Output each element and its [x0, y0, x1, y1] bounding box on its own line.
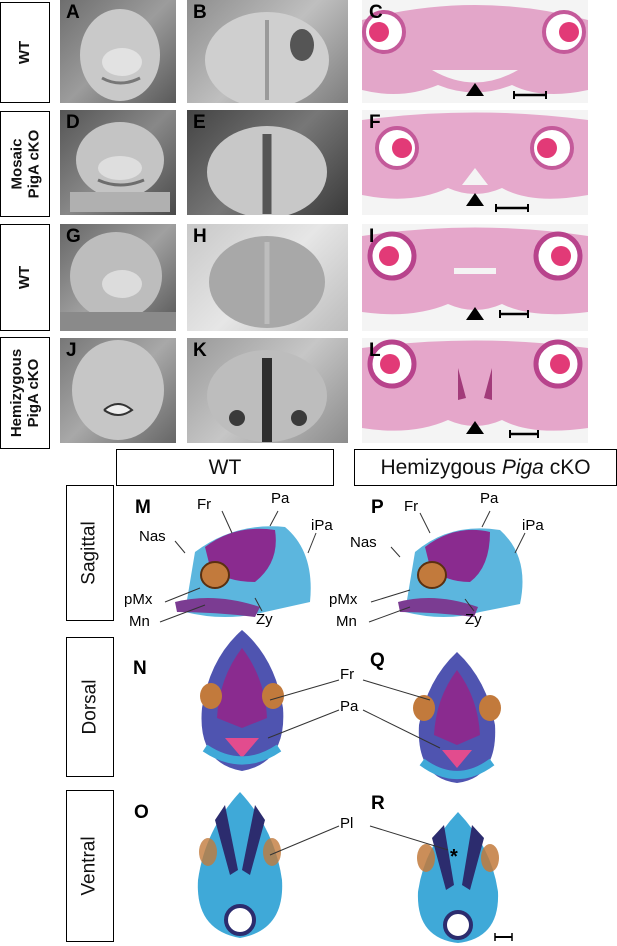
- panel-letter: D: [66, 112, 80, 133]
- panel-letter: N: [133, 658, 147, 679]
- panel-letter: A: [66, 2, 80, 23]
- bone-label-pa: Pa: [480, 490, 499, 507]
- row-label-wt-2: WT: [0, 224, 50, 331]
- panel-he-section: [362, 0, 588, 103]
- bone-label-zy: Zy: [465, 611, 482, 628]
- bone-label-mn: Mn: [129, 613, 150, 630]
- panel-he-section: [362, 224, 588, 331]
- skeleton-dorsal-hemi: [413, 652, 501, 783]
- panel-sem-face: [60, 338, 176, 443]
- panel-sem-palate: [187, 224, 348, 331]
- panel-sem-face: [60, 110, 176, 215]
- skeleton-dorsal-wt: [200, 630, 284, 771]
- header-hemi-text: Hemizygous Piga cKO: [380, 455, 591, 479]
- panel-letter: H: [193, 226, 207, 247]
- panel-letter: G: [66, 226, 81, 247]
- bone-label-ipa: iPa: [311, 517, 333, 534]
- panel-letter: O: [134, 802, 149, 823]
- panel-letter: E: [193, 112, 206, 133]
- panel-sem-palate: [187, 110, 348, 215]
- bone-label-pmx: pMx: [329, 591, 358, 608]
- view-label-ventral: Ventral: [66, 790, 114, 942]
- header-hemizygous: Hemizygous Piga cKO: [354, 449, 617, 486]
- panel-sem-palate: [187, 338, 348, 443]
- skeleton-sagittal-wt: [175, 526, 311, 617]
- bone-label-nas: Nas: [139, 528, 166, 545]
- bone-label-pa: Pa: [271, 490, 290, 507]
- panel-letter: R: [371, 793, 385, 814]
- panel-sem-face: [60, 224, 176, 331]
- row-label-wt-1: WT: [0, 2, 50, 103]
- bone-label-pl: Pl: [340, 815, 354, 832]
- row-label-mosaic: Mosaic PigA cKO: [0, 111, 50, 217]
- panel-letter: F: [369, 112, 381, 133]
- panel-he-section: [362, 338, 588, 443]
- bone-label-zy: Zy: [256, 611, 273, 628]
- panel-letter: M: [135, 497, 151, 518]
- panel-letter: P: [371, 497, 384, 518]
- header-wt: WT: [116, 449, 334, 486]
- bone-label-pa: Pa: [340, 698, 359, 715]
- asterisk-marker: *: [450, 846, 458, 868]
- skeleton-ventral-wt: [197, 792, 283, 938]
- panel-letter: J: [66, 340, 77, 361]
- bone-label-ipa: iPa: [522, 517, 544, 534]
- panel-letter: I: [369, 226, 375, 247]
- panel-letter: Q: [370, 650, 385, 671]
- panel-letter: B: [193, 2, 207, 23]
- panel-he-section: [362, 110, 588, 215]
- panel-letter: L: [369, 340, 381, 361]
- view-label-dorsal: Dorsal: [66, 637, 114, 777]
- panel-sem-palate: [187, 0, 348, 103]
- bone-label-fr: Fr: [197, 496, 212, 513]
- header-wt-text: WT: [208, 455, 242, 479]
- skeleton-ventral-hemi: [417, 812, 499, 943]
- bone-label-mn: Mn: [336, 613, 357, 630]
- bone-label-pmx: pMx: [124, 591, 153, 608]
- bone-label-fr: Fr: [340, 666, 355, 683]
- panel-letter: K: [193, 340, 207, 361]
- panel-letter: C: [369, 2, 383, 23]
- panel-sem-face: [60, 0, 176, 103]
- view-label-sagittal: Sagittal: [66, 485, 114, 621]
- bone-label-nas: Nas: [350, 534, 377, 551]
- row-label-hemizygous: Hemizygous PigA cKO: [0, 337, 50, 449]
- skeleton-sagittal-hemi: [398, 528, 523, 617]
- bone-label-fr: Fr: [404, 498, 419, 515]
